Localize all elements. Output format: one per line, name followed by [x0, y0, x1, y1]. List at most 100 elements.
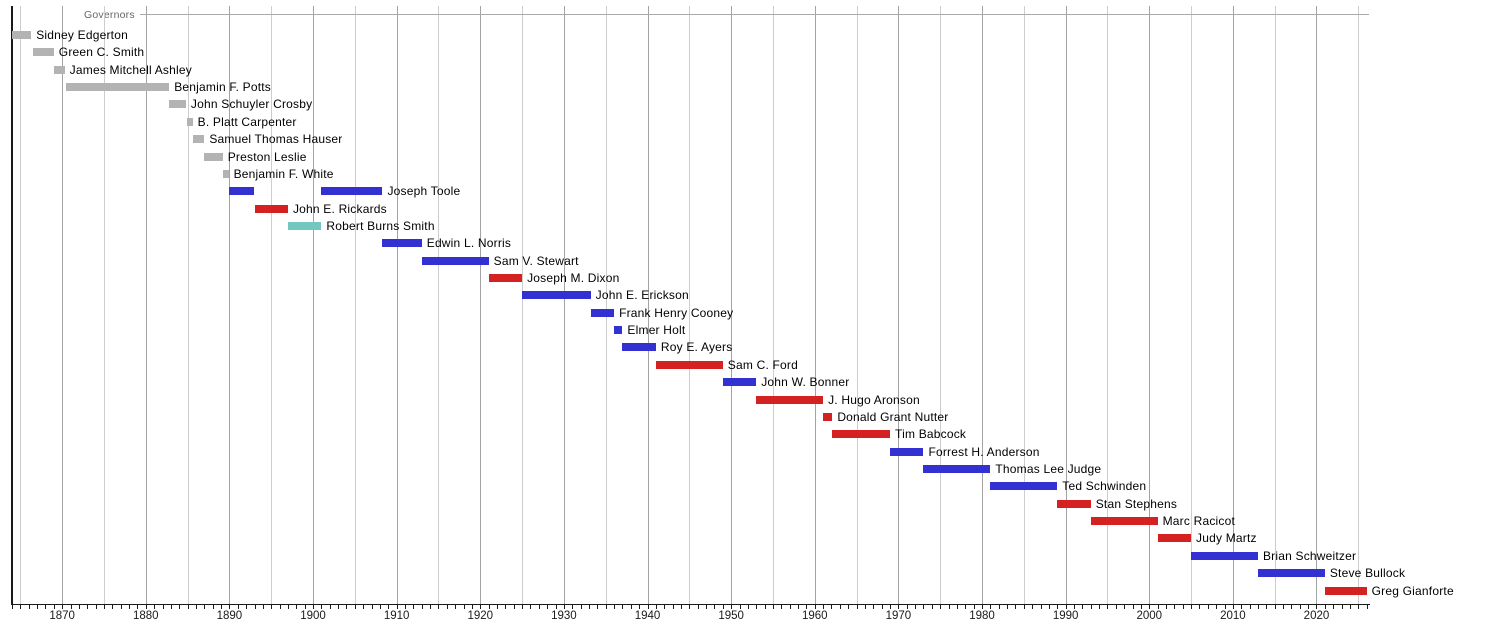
gridline: [1316, 6, 1318, 604]
x-axis-tick: [246, 605, 248, 609]
governor-label: Roy E. Ayers: [660, 340, 733, 355]
gridline: [271, 6, 273, 604]
governor-label: Benjamin F. White: [233, 166, 334, 181]
x-axis-tick: [714, 605, 716, 609]
x-axis-tick: [1182, 605, 1184, 609]
x-axis-tick: [254, 605, 256, 609]
gridline: [145, 6, 147, 604]
x-axis-tick: [62, 605, 64, 609]
term-bar: [222, 169, 229, 178]
governor-label: Joseph Toole: [387, 184, 461, 199]
x-axis-tick: [982, 605, 983, 609]
governor-label: Stan Stephens: [1095, 496, 1178, 511]
gridline: [438, 6, 440, 604]
term-bar: [614, 326, 623, 335]
x-axis-tick: [162, 605, 164, 609]
x-axis-tick: [864, 605, 866, 609]
x-axis-tick: [187, 605, 189, 609]
x-axis-tick: [1174, 605, 1176, 609]
x-axis-tick: [856, 605, 858, 609]
x-axis-tick: [605, 605, 607, 609]
x-axis-tick: [313, 605, 315, 609]
x-axis-tick: [53, 605, 55, 609]
term-bar: [655, 360, 723, 369]
x-axis-tick: [588, 605, 590, 609]
x-axis-tick: [706, 605, 708, 609]
x-axis-tick: [1032, 605, 1034, 609]
term-bar: [622, 343, 656, 352]
term-bar: [1324, 586, 1367, 595]
gridline: [522, 6, 524, 604]
x-axis-tick: [630, 605, 632, 609]
x-axis-tick: [1232, 605, 1234, 609]
governor-label: Forrest H. Anderson: [928, 444, 1040, 459]
x-axis-tick: [1090, 605, 1092, 609]
x-axis-tick: [505, 605, 507, 609]
gridline: [480, 6, 482, 604]
x-axis-tick: [1224, 605, 1226, 609]
x-axis-label: 1970: [885, 610, 912, 622]
x-axis-tick: [522, 605, 524, 609]
x-axis-tick: [789, 605, 791, 609]
x-axis-tick: [1207, 605, 1209, 609]
x-axis-tick: [956, 605, 958, 609]
governor-label: Marc Racicot: [1162, 514, 1236, 529]
governor-label: Brian Schweitzer: [1262, 548, 1357, 563]
term-bar: [254, 204, 288, 213]
gridline: [396, 6, 398, 604]
x-axis-label: 1870: [49, 610, 75, 622]
term-bar: [1257, 569, 1325, 578]
x-axis-label: 1880: [132, 610, 159, 622]
x-axis-label: 1990: [1052, 610, 1079, 622]
x-axis-tick: [179, 605, 181, 609]
governor-label: John E. Rickards: [292, 201, 387, 216]
x-axis-tick: [379, 605, 381, 609]
x-axis-tick: [898, 605, 900, 609]
x-axis-tick: [396, 605, 398, 609]
x-axis-tick: [1082, 605, 1084, 609]
x-axis-tick: [890, 605, 892, 609]
x-axis-tick: [321, 605, 323, 609]
x-axis-tick: [973, 605, 975, 609]
gridline: [605, 6, 607, 604]
governor-label: John E. Erickson: [595, 288, 689, 303]
x-axis-tick: [572, 605, 574, 609]
y-axis-line: [11, 6, 13, 604]
x-axis-tick: [764, 605, 766, 609]
gridline: [647, 6, 649, 604]
x-axis-tick: [1132, 605, 1134, 609]
x-axis-label: 1940: [634, 610, 661, 622]
gridline: [772, 6, 774, 604]
x-axis-tick: [1065, 605, 1067, 609]
x-axis-tick: [747, 605, 749, 609]
x-axis-tick: [1333, 605, 1335, 609]
term-bar: [169, 100, 186, 109]
x-axis-tick: [1316, 605, 1318, 609]
x-axis-tick: [655, 605, 657, 609]
x-axis-tick: [1157, 605, 1159, 609]
x-axis-tick: [1107, 605, 1109, 609]
x-axis-tick: [45, 605, 47, 609]
x-axis-tick: [1023, 605, 1025, 609]
gridline: [1358, 6, 1360, 604]
x-axis-tick: [990, 605, 992, 609]
gridline: [1232, 6, 1234, 604]
x-axis-tick: [722, 605, 724, 609]
x-axis-label: 1930: [551, 610, 577, 622]
x-axis-tick: [87, 605, 89, 609]
x-axis-tick: [915, 605, 917, 609]
x-axis-tick: [446, 605, 448, 609]
x-axis-label: 1960: [801, 610, 828, 622]
x-axis-tick: [20, 605, 22, 609]
x-axis-tick: [237, 605, 239, 609]
x-axis-tick: [622, 605, 624, 609]
term-bar: [192, 135, 205, 144]
term-bar: [522, 291, 591, 300]
x-axis-tick: [1341, 605, 1343, 609]
x-axis-label: 1900: [300, 610, 326, 622]
term-bar: [832, 430, 890, 439]
x-axis-label: 2000: [1136, 610, 1163, 622]
x-axis-tick: [1048, 605, 1050, 609]
x-axis-tick: [739, 605, 741, 609]
x-axis-tick: [798, 605, 800, 609]
